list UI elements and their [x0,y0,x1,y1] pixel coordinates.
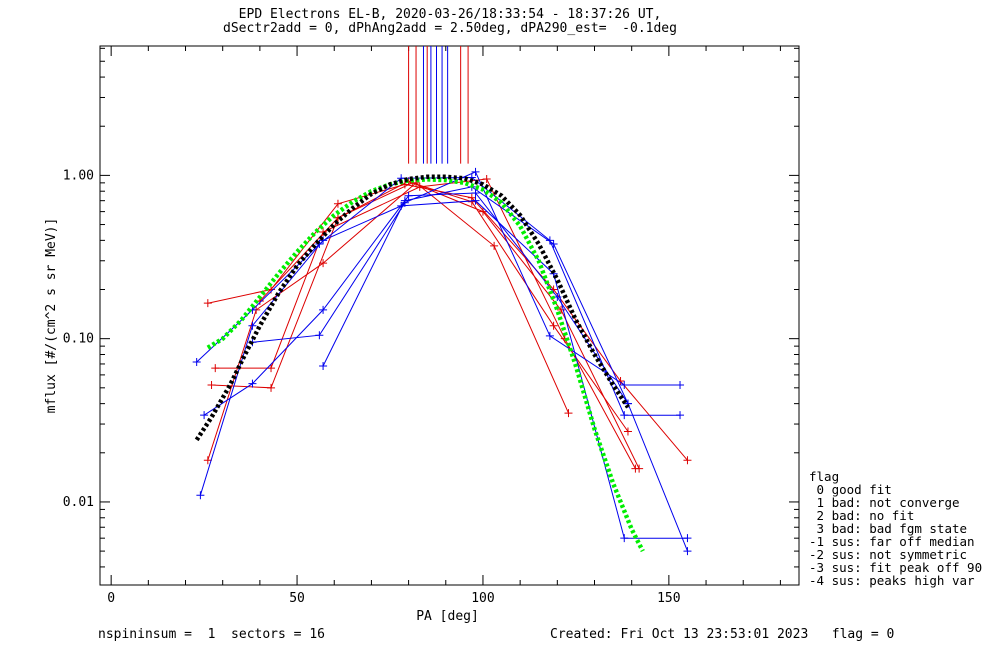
data-point [683,456,692,465]
legend-item: 1 bad: not converge [809,495,960,510]
data-point [549,239,558,248]
data-point [545,236,554,245]
data-point [319,362,328,371]
x-tick-label: 0 [107,591,115,606]
title-line1: EPD Electrons EL-B, 2020-03-26/18:33:54 … [238,7,662,22]
data-point [319,305,328,314]
data-point [315,331,324,340]
data-point [564,409,573,418]
data-point [620,381,629,390]
legend-item: 0 good fit [809,482,892,497]
y-tick-label: 1.00 [63,168,94,183]
data-point [620,411,629,420]
data-point [676,411,685,420]
series-line [211,182,629,432]
chart-marks [192,46,692,556]
data-point [400,196,409,205]
x-axis-label: PA [deg] [416,609,479,624]
legend-item: -3 sus: fit peak off 90 [809,560,983,575]
data-point [207,381,216,390]
y-tick-label: 0.10 [63,332,94,347]
data-point [333,199,342,208]
legend-item: -4 sus: peaks high var [809,573,975,588]
data-point [545,331,554,340]
series-line [252,171,680,386]
series-line [215,178,636,469]
data-point [248,321,257,330]
data-point [549,321,558,330]
data-point [471,167,480,176]
data-point [200,411,209,420]
data-point [211,364,220,373]
series-line [259,180,640,469]
title-line2: dSectr2add = 0, dPhAng2add = 2.50deg, dP… [223,21,677,36]
data-point [319,259,328,268]
data-point [623,427,632,436]
legend-item: 3 bad: bad fgm state [809,521,968,536]
data-point [620,534,629,543]
legend-item: -1 sus: far off median [809,534,975,549]
tick-labels: 0 50 100 150 0.01 0.10 1.00 PA [deg] mflux [#/(c… [44,168,681,624]
data-point [471,189,480,198]
x-tick-label: 100 [471,591,494,606]
series-line [199,200,688,539]
footer-settings: nspininsum = 1 sectors = 16 [98,627,325,642]
data-point [203,299,212,308]
data-point [676,381,685,390]
data-point [192,357,201,366]
data-point [467,197,476,206]
axes [99,45,800,586]
footer-created: Created: Fri Oct 13 23:53:01 2023 flag =… [550,627,895,642]
flag-legend: flag 0 good fit 1 bad: not converge 2 ba… [809,470,982,587]
data-point [482,175,491,184]
legend-title: flag [809,469,840,484]
fit-curve-green [206,177,645,553]
data-point [315,239,324,248]
data-point [478,207,487,216]
series-line [196,176,680,416]
data-point [319,236,328,245]
data-point [267,364,276,373]
chart-title: EPD Electrons EL-B, 2020-03-26/18:33:54 … [0,8,900,36]
plot-frame [99,45,800,586]
data-point [683,547,692,556]
y-axis-label: mflux [#/(cm^2 s sr MeV)] [44,218,59,414]
data-point [267,383,276,392]
data-point [471,196,480,205]
data-point [404,191,413,200]
data-point [196,491,205,500]
x-tick-label: 150 [657,591,680,606]
series-line [207,183,688,461]
series-line [207,182,569,461]
y-tick-label: 0.01 [63,495,94,510]
x-tick-label: 50 [289,591,305,606]
data-point [248,379,257,388]
data-point [319,228,328,237]
data-point [490,241,499,250]
legend-item: -2 sus: not symmetric [809,547,968,562]
data-point [635,464,644,473]
series-line [203,192,688,552]
data-point [203,456,212,465]
data-point [683,534,692,543]
legend-item: 2 bad: no fit [809,508,915,523]
